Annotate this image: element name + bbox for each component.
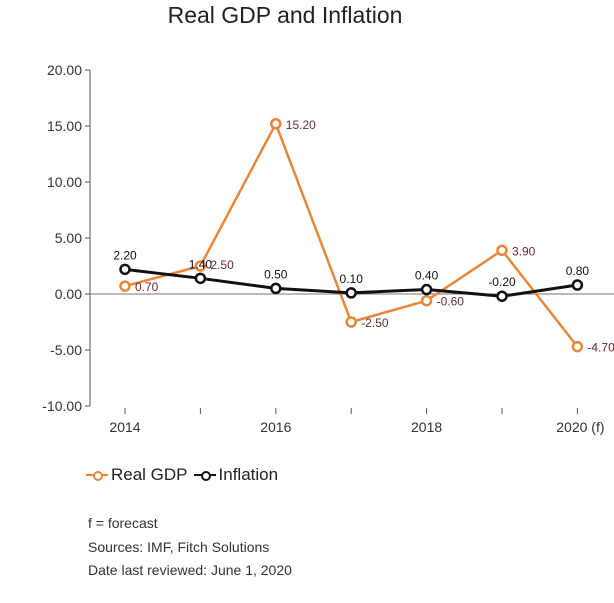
note-forecast: f = forecast — [88, 515, 158, 531]
series-line-real-gdp — [124, 122, 579, 348]
data-point-real-gdp — [420, 294, 433, 307]
data-point-inflation — [496, 290, 508, 302]
y-tick-label: 0.00 — [55, 286, 82, 302]
chart-notes: f = forecast Sources: IMF, Fitch Solutio… — [88, 512, 292, 583]
data-label-real-gdp: 2.50 — [210, 258, 234, 272]
x-tick-label: 2016 — [260, 419, 291, 435]
series-layer — [119, 118, 584, 353]
data-label-inflation: 0.40 — [415, 269, 439, 283]
data-label-real-gdp: 0.70 — [135, 280, 159, 294]
line-chart: 20.00 15.00 10.00 5.00 0.00 -5.00 -10.00 2014 20… — [42, 62, 614, 435]
chart-title: Real GDP and Inflation — [167, 2, 403, 28]
y-tick-label: 15.00 — [47, 118, 82, 134]
y-tick-label: 5.00 — [55, 230, 82, 246]
x-tick-label: 2020 (f) — [556, 419, 604, 435]
legend-item-inflation[interactable]: Inflation — [193, 465, 279, 485]
x-tick-label: 2018 — [411, 419, 442, 435]
x-tick-label: 2014 — [109, 419, 140, 435]
data-label-real-gdp: -4.70 — [587, 341, 614, 355]
y-tick-label: 20.00 — [47, 62, 82, 78]
legend-marker-inflation — [193, 468, 216, 482]
data-point-inflation — [571, 279, 584, 291]
y-tick-label: 10.00 — [47, 174, 82, 190]
data-label-real-gdp: 3.90 — [512, 244, 536, 258]
data-label-inflation: 0.50 — [264, 267, 288, 281]
data-point-real-gdp — [571, 340, 584, 353]
data-label-inflation: 1.40 — [189, 257, 213, 271]
legend-marker-real-gdp — [86, 468, 108, 482]
data-label-inflation: 2.20 — [113, 248, 137, 262]
y-tick-label: -5.00 — [50, 342, 82, 358]
data-label-real-gdp: 15.20 — [286, 118, 316, 132]
legend: Real GDP Inflation — [86, 465, 284, 485]
data-point-real-gdp — [119, 280, 131, 292]
data-point-real-gdp — [496, 244, 508, 257]
data-point-inflation — [194, 272, 207, 285]
data-point-inflation — [420, 283, 433, 296]
legend-item-real-gdp[interactable]: Real GDP — [86, 465, 188, 485]
data-point-real-gdp — [345, 316, 357, 328]
data-label-real-gdp: -2.50 — [361, 316, 389, 330]
legend-label-real-gdp: Real GDP — [111, 465, 188, 484]
data-label-real-gdp: -0.60 — [437, 295, 465, 309]
data-label-inflation: 0.80 — [566, 264, 590, 278]
data-label-inflation: 0.10 — [340, 272, 364, 286]
data-point-inflation — [119, 263, 131, 276]
data-point-inflation — [270, 282, 282, 295]
y-tick-label: -10.00 — [42, 398, 82, 414]
note-reviewed: Date last reviewed: June 1, 2020 — [88, 562, 292, 578]
note-sources: Sources: IMF, Fitch Solutions — [88, 538, 270, 555]
data-labels: 0.70 2.50 15.20 -2.50 -0.60 3.90 -4.70 2.20 1.40… — [113, 118, 614, 355]
data-point-real-gdp — [194, 260, 207, 272]
data-point-inflation — [345, 287, 357, 299]
legend-label-inflation: Inflation — [218, 465, 279, 484]
data-label-inflation: -0.20 — [488, 275, 516, 289]
data-point-real-gdp — [270, 118, 282, 130]
